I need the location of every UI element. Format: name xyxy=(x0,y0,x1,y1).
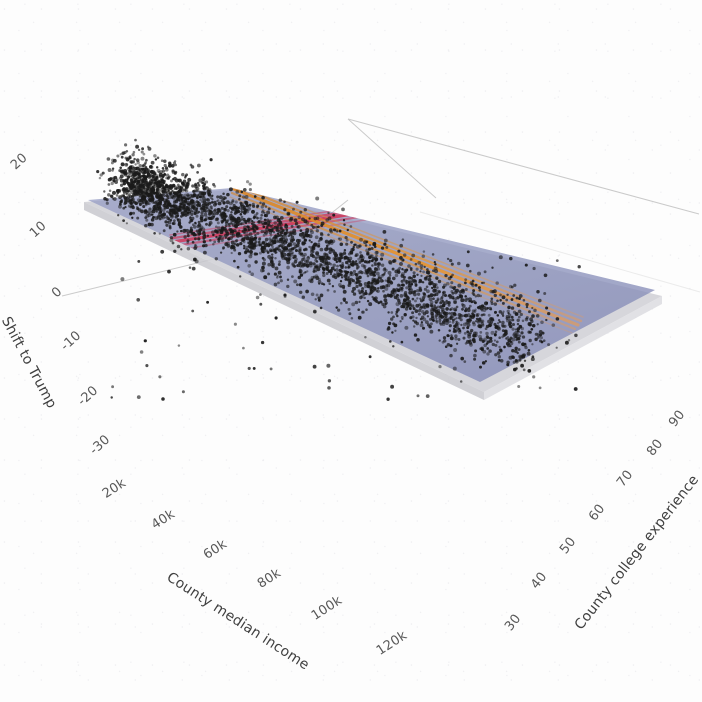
scatter-points xyxy=(96,138,581,401)
